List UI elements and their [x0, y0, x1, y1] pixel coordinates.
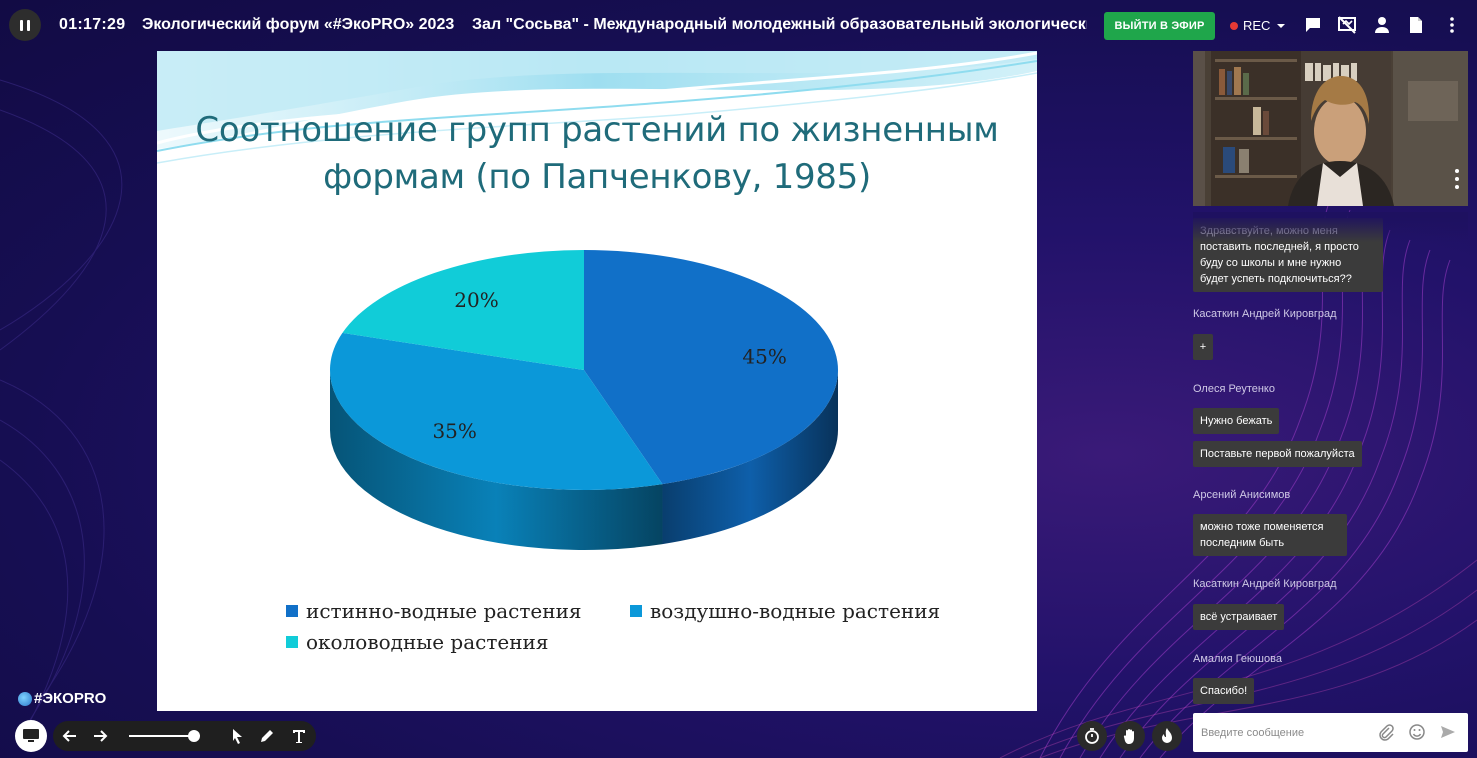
chat-author: Арсений Анисимов — [1193, 489, 1291, 501]
chat-author: Касаткин Андрей Кировград — [1193, 578, 1337, 590]
screen-icon — [23, 729, 39, 742]
slider-knob[interactable] — [188, 730, 200, 742]
rec-dot-icon — [1230, 21, 1238, 30]
pause-icon — [20, 19, 23, 31]
user-icon[interactable] — [1372, 15, 1392, 35]
legend-label-2: воздушно-водные растения — [650, 599, 941, 623]
pie-data-label-2: 35% — [432, 419, 476, 443]
legend-swatch-2 — [630, 605, 642, 617]
send-icon[interactable] — [1439, 723, 1457, 741]
pie-slice-3 — [342, 250, 584, 370]
pie-data-label-3: 20% — [454, 288, 498, 312]
chat-message: можно тоже поменяется последним быть — [1193, 514, 1347, 556]
chat-panel: Здравствуйте, можно меня поставить после… — [1193, 212, 1468, 707]
legend-item-3: околоводные растения — [286, 630, 549, 654]
chevron-down-icon — [1277, 23, 1286, 28]
emoji-icon[interactable] — [1408, 723, 1426, 741]
legend-item-1: истинно-водные растения — [286, 599, 582, 623]
chat-message: всё устраивает — [1193, 604, 1285, 630]
screen-toggle-button[interactable] — [15, 720, 47, 752]
chat-message: Спасибо! — [1193, 678, 1255, 704]
slider-track[interactable] — [129, 735, 195, 737]
presentation-slide: Соотношение групп растений по жизненным … — [157, 51, 1037, 711]
document-icon[interactable] — [1406, 15, 1426, 35]
raise-hand-icon — [1123, 729, 1134, 744]
legend-swatch-1 — [286, 605, 298, 617]
event-title: Экологический форум «#ЭкоPRO» 2023 Зал "… — [142, 16, 1087, 33]
timer-button[interactable] — [1077, 721, 1107, 751]
pie-slice-1 — [584, 250, 838, 485]
pointer-icon[interactable] — [228, 727, 246, 745]
drawing-toolbar — [53, 721, 316, 751]
go-live-button[interactable]: ВЫЙТИ В ЭФИР — [1104, 12, 1215, 40]
video-more-icon[interactable] — [1455, 169, 1459, 189]
pie-side-2 — [330, 370, 663, 550]
logo-text: #ЭКОPRO — [34, 690, 107, 707]
screen-share-off-icon[interactable] — [1337, 15, 1357, 35]
arrow-left-icon[interactable] — [61, 727, 79, 745]
attach-icon[interactable] — [1377, 723, 1395, 741]
slide-title: Соотношение групп растений по жизненным … — [195, 110, 999, 197]
chat-author: Амалия Геюшова — [1193, 653, 1282, 665]
chat-message: + — [1193, 334, 1213, 360]
raise-hand-button[interactable] — [1115, 721, 1145, 751]
arrow-right-icon[interactable] — [91, 727, 109, 745]
timer-icon — [1085, 728, 1099, 744]
stream-timer: 01:17:29 — [59, 16, 126, 33]
pie-chart: 45% 35% 20% — [330, 250, 838, 550]
slide-header-waves — [157, 51, 1037, 164]
reactions-button[interactable] — [1152, 721, 1182, 751]
chat-message: Поставьте первой пожалуйста — [1193, 441, 1362, 467]
pie-side-1 — [662, 370, 838, 545]
speaker-video[interactable] — [1193, 51, 1468, 206]
legend-label-3: околоводные растения — [306, 630, 549, 654]
rec-dropdown[interactable]: REC — [1230, 18, 1286, 33]
chat-icon[interactable] — [1303, 15, 1323, 35]
rec-label: REC — [1243, 18, 1271, 33]
more-vertical-icon[interactable] — [1442, 15, 1462, 35]
legend-swatch-3 — [286, 636, 298, 648]
chat-author: Касаткин Андрей Кировград — [1193, 308, 1337, 320]
chat-message-input[interactable] — [1201, 723, 1371, 743]
fire-icon — [1162, 728, 1172, 743]
chat-input-bar — [1193, 713, 1468, 752]
chat-message: Нужно бежать — [1193, 408, 1280, 434]
pencil-icon[interactable] — [258, 727, 276, 745]
ecopro-logo: #ЭКОPRO — [18, 690, 106, 707]
text-icon[interactable] — [290, 727, 308, 745]
pie-data-label-1: 45% — [742, 344, 786, 368]
chat-author: Олеся Реутенко — [1193, 383, 1275, 395]
speaker-video-frame — [1193, 51, 1468, 206]
legend-label-1: истинно-водные растения — [306, 599, 582, 623]
globe-icon — [18, 691, 32, 706]
top-bar: 01:17:29 Экологический форум «#ЭкоPRO» 2… — [0, 0, 1477, 50]
pie-slice-2 — [330, 332, 663, 490]
legend-item-2: воздушно-водные растения — [630, 599, 940, 623]
chat-message: Здравствуйте, можно меня поставить после… — [1193, 218, 1383, 292]
pause-button[interactable] — [9, 9, 41, 41]
